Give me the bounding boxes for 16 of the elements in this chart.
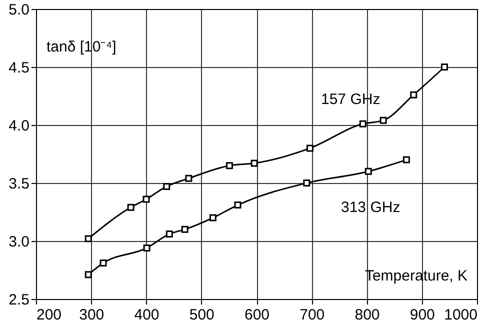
x-tick-label: 400: [134, 306, 160, 324]
y-tick-label: 4.5: [8, 60, 30, 76]
x-tick-label: 500: [189, 306, 214, 324]
y-tick-label: 4.0: [8, 118, 30, 134]
x-tick-label: 600: [244, 306, 270, 324]
x-tick-label: 900: [410, 306, 435, 324]
y-tick-label: 3.0: [8, 234, 30, 250]
y-tick-label: 3.5: [8, 176, 30, 192]
x-tick-label: 800: [354, 306, 380, 324]
x-tick-label: 1000: [444, 306, 478, 324]
x-tick-label: 700: [300, 306, 325, 324]
series-label: 313 GHz: [341, 199, 400, 216]
x-tick-label: 300: [79, 306, 104, 324]
x-tick-label: 200: [36, 306, 62, 324]
y-tick-label: 5.0: [8, 2, 30, 18]
y-tick-label: 2.5: [8, 292, 30, 308]
